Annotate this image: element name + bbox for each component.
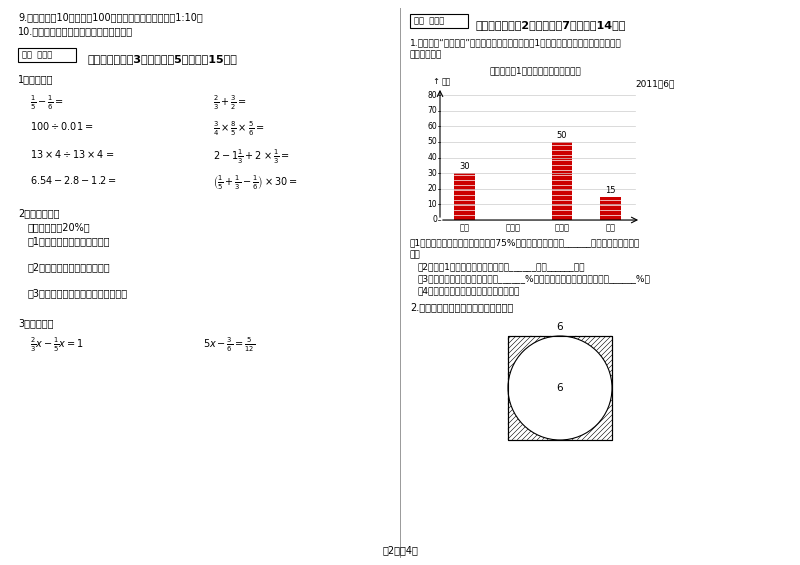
Text: 6: 6 <box>557 383 563 393</box>
Text: 0: 0 <box>432 215 437 224</box>
Text: $\left(\frac{1}{5}+\frac{1}{3}-\frac{1}{6}\right)\times30=$: $\left(\frac{1}{5}+\frac{1}{3}-\frac{1}{… <box>213 174 298 192</box>
Text: 15: 15 <box>606 185 616 194</box>
Text: （2）乙数比甲数少百分之几？: （2）乙数比甲数少百分之几？ <box>28 262 110 272</box>
Text: （3）甲数是甲乙两数和的百分之几？: （3）甲数是甲乙两数和的百分之几？ <box>28 288 128 298</box>
Text: $\frac{2}{3}+\frac{3}{2}=$: $\frac{2}{3}+\frac{3}{2}=$ <box>213 94 247 112</box>
Text: 2.求阴影部分的面积（单位：厘米）。: 2.求阴影部分的面积（单位：厘米）。 <box>410 302 514 312</box>
Text: $\frac{1}{5}-\frac{1}{6}=$: $\frac{1}{5}-\frac{1}{6}=$ <box>30 94 64 112</box>
Bar <box>508 336 612 440</box>
Text: （3）闯红灯的行人数量是汽车的______%，闯红灯的汽车数量是电动车的______%。: （3）闯红灯的行人数量是汽车的______%，闯红灯的汽车数量是电动车的____… <box>418 274 651 283</box>
Text: 60: 60 <box>427 121 437 131</box>
Text: 行人: 行人 <box>606 223 616 232</box>
Text: （1）闯红灯的汽车数量是摩托车的75%，闯红灯的摩托车有______辆，将统计图补充完: （1）闯红灯的汽车数量是摩托车的75%，闯红灯的摩托车有______辆，将统计图… <box>410 238 640 247</box>
Text: （4）看了上面的统计图，你有什么想法？: （4）看了上面的统计图，你有什么想法？ <box>418 286 520 295</box>
Text: 第2页共4页: 第2页共4页 <box>382 545 418 555</box>
Bar <box>454 173 474 220</box>
Text: 得分  评卷人: 得分 评卷人 <box>414 16 444 25</box>
Text: 得分  评卷人: 得分 评卷人 <box>22 50 52 59</box>
Text: 数量: 数量 <box>442 77 451 86</box>
Text: 整。: 整。 <box>410 250 421 259</box>
Text: 计图，如图：: 计图，如图： <box>410 50 442 59</box>
Bar <box>410 14 468 28</box>
Text: （2）在这1小时内，闯红灯最多的是______，有______辆。: （2）在这1小时内，闯红灯最多的是______，有______辆。 <box>418 262 586 271</box>
Text: 2．列式计算。: 2．列式计算。 <box>18 208 59 218</box>
Text: 50: 50 <box>557 131 567 140</box>
Text: ↑: ↑ <box>432 77 439 86</box>
Text: 摩托车: 摩托车 <box>506 223 521 232</box>
Text: 电动车: 电动车 <box>554 223 570 232</box>
Text: 3．解方程。: 3．解方程。 <box>18 318 54 328</box>
Text: $\frac{2}{3}x-\frac{1}{5}x=1$: $\frac{2}{3}x-\frac{1}{5}x=1$ <box>30 336 84 354</box>
Text: 某十字路口1小时内闯红灯情况统计图: 某十字路口1小时内闯红灯情况统计图 <box>490 66 582 75</box>
Text: $\frac{3}{4}\times\frac{8}{5}\times\frac{5}{6}=$: $\frac{3}{4}\times\frac{8}{5}\times\frac… <box>213 120 265 138</box>
Text: $5x-\frac{3}{6}=\frac{5}{12}$: $5x-\frac{3}{6}=\frac{5}{12}$ <box>203 336 255 354</box>
Text: 五、综合题（共2小题，每题7分，共皇14分）: 五、综合题（共2小题，每题7分，共皇14分） <box>475 20 626 30</box>
Text: 30: 30 <box>459 162 470 171</box>
Text: 30: 30 <box>427 168 437 177</box>
Text: $100\div 0.01=$: $100\div 0.01=$ <box>30 120 94 132</box>
Text: $13\times4\div13\times4=$: $13\times4\div13\times4=$ <box>30 148 114 160</box>
Text: 10: 10 <box>427 200 437 209</box>
Circle shape <box>508 336 612 440</box>
Text: （1）甲数是乙数的百分之几？: （1）甲数是乙数的百分之几？ <box>28 236 110 246</box>
Text: $2-1\frac{1}{3}+2\times\frac{1}{3}=$: $2-1\frac{1}{3}+2\times\frac{1}{3}=$ <box>213 148 290 166</box>
Text: $6.54-2.8-1.2=$: $6.54-2.8-1.2=$ <box>30 174 117 186</box>
Text: 40: 40 <box>427 153 437 162</box>
Text: 20: 20 <box>427 184 437 193</box>
Bar <box>18 48 76 62</box>
Text: 1.为了创建“文明城市”，交通部门在某个十字路口1个小时内闯红灯的情况，制成了统: 1.为了创建“文明城市”，交通部门在某个十字路口1个小时内闯红灯的情况，制成了统 <box>410 38 622 47</box>
Text: 甲数比乙数多20%。: 甲数比乙数多20%。 <box>28 222 90 232</box>
Text: 9.（　　）把10克盐放入100克水中，盐和盐水的比是1:10。: 9.（ ）把10克盐放入100克水中，盐和盐水的比是1:10。 <box>18 12 202 22</box>
Bar <box>552 142 572 220</box>
Text: 6: 6 <box>557 322 563 332</box>
Text: 汽车: 汽车 <box>459 223 470 232</box>
Text: 50: 50 <box>427 137 437 146</box>
Text: 2011年6月: 2011年6月 <box>635 79 674 88</box>
Bar <box>600 197 621 220</box>
Text: 80: 80 <box>427 90 437 99</box>
Text: 70: 70 <box>427 106 437 115</box>
Text: 1．算一算。: 1．算一算。 <box>18 74 54 84</box>
Bar <box>508 336 612 440</box>
Text: 四、计算题（共3小题，每题5分，共皇15分）: 四、计算题（共3小题，每题5分，共皇15分） <box>88 54 238 64</box>
Text: 10.（　　）不相交的两条直线叫平行线。: 10.（ ）不相交的两条直线叫平行线。 <box>18 26 133 36</box>
